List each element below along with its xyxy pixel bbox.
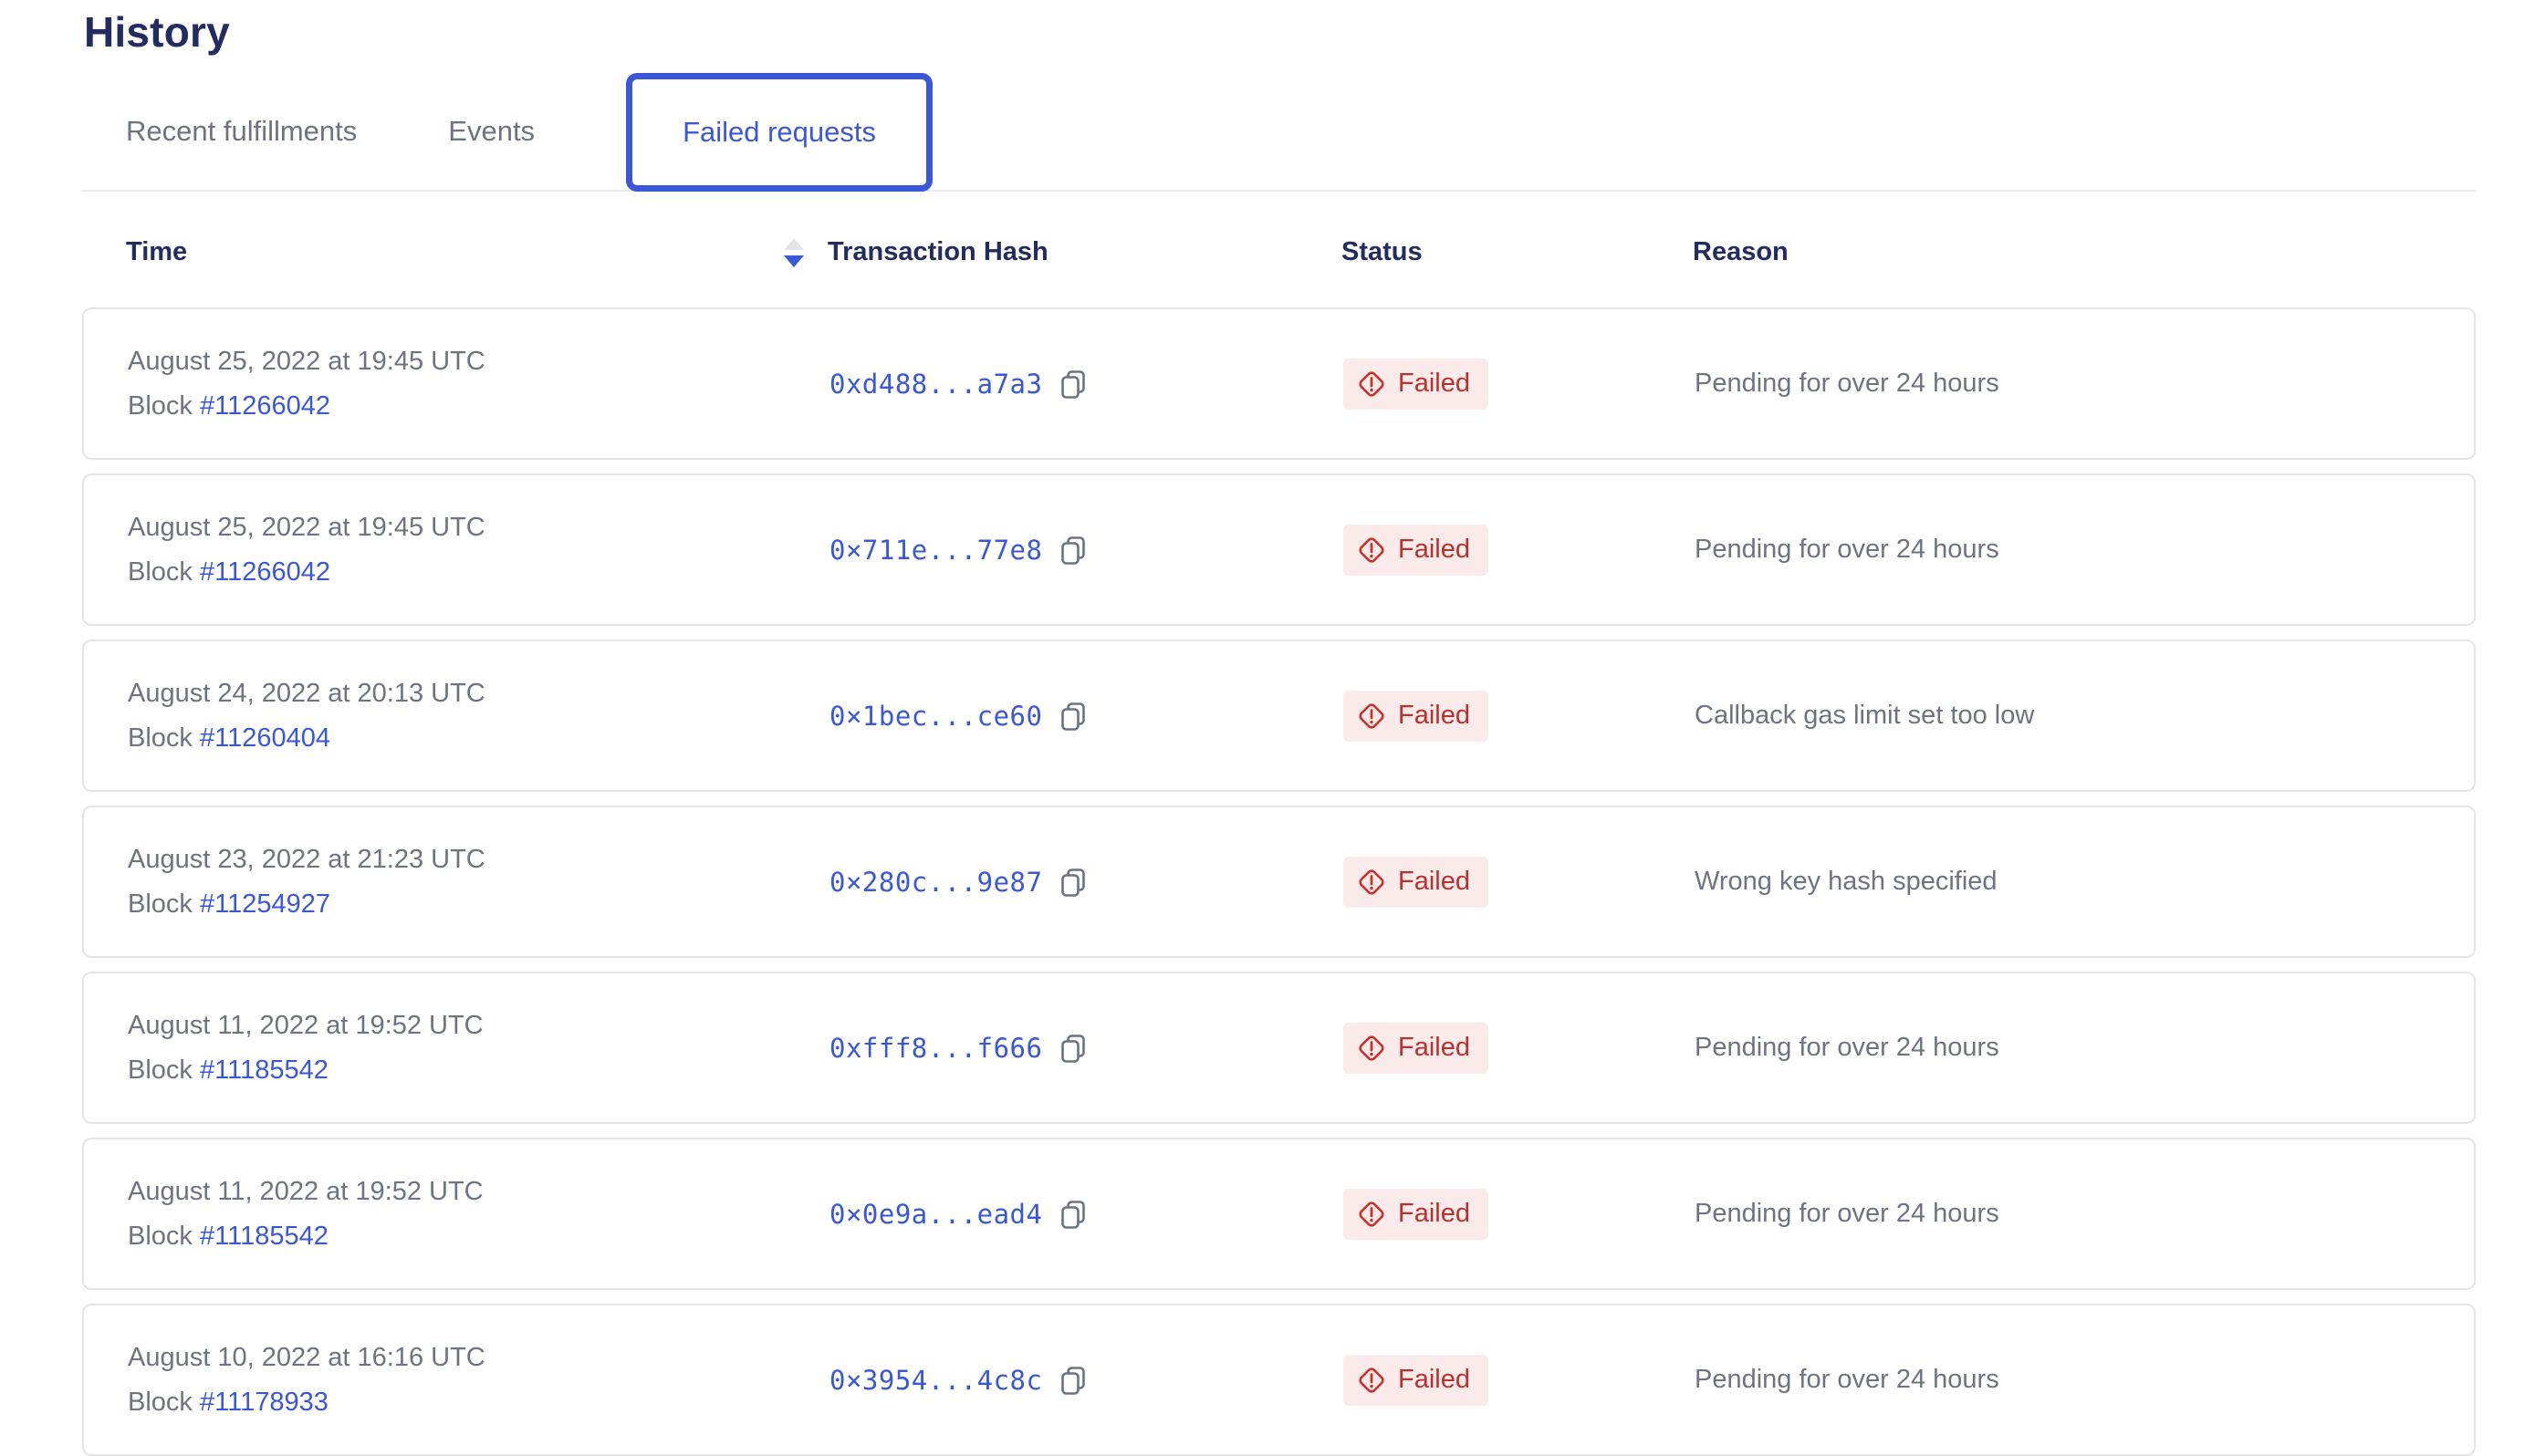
table-header: Time Transaction Hash Status Reason	[82, 192, 2476, 307]
block-number-link[interactable]: #11185542	[199, 1055, 329, 1085]
row-timestamp: August 11, 2022 at 19:52 UTC	[128, 1010, 484, 1040]
block-label: Block	[128, 556, 193, 587]
status-badge-label: Failed	[1398, 535, 1470, 564]
tab-bar: Recent fulfillments Events Failed reques…	[82, 73, 2476, 192]
row-reason: Pending for over 24 hours	[1695, 1033, 1999, 1062]
row-reason: Pending for over 24 hours	[1695, 535, 1999, 564]
table-row: August 10, 2022 at 16:16 UTC Block #1117…	[82, 1304, 2476, 1456]
tab-failed-requests[interactable]: Failed requests	[626, 73, 934, 192]
transaction-hash-link[interactable]: 0×280c...9e87	[829, 866, 1043, 898]
row-timestamp: August 25, 2022 at 19:45 UTC	[128, 346, 485, 376]
failed-diamond-alert-icon	[1359, 1035, 1384, 1061]
table-row: August 11, 2022 at 19:52 UTC Block #1118…	[82, 972, 2476, 1124]
sort-descending-triangle-icon	[784, 255, 804, 267]
row-timestamp: August 10, 2022 at 16:16 UTC	[128, 1342, 485, 1372]
copy-icon[interactable]	[1057, 700, 1090, 733]
status-badge-label: Failed	[1398, 369, 1470, 398]
block-number-link[interactable]: #11266042	[199, 556, 330, 587]
failed-diamond-alert-icon	[1359, 702, 1384, 729]
failed-diamond-alert-icon	[1359, 370, 1384, 397]
transaction-hash-link[interactable]: 0×711e...77e8	[829, 534, 1043, 566]
failed-diamond-alert-icon	[1359, 1201, 1384, 1227]
failed-diamond-alert-icon	[1359, 536, 1384, 563]
status-badge: Failed	[1343, 1188, 1488, 1240]
column-header-reason: Reason	[1693, 237, 1789, 266]
status-badge: Failed	[1343, 1022, 1488, 1074]
transaction-hash-link[interactable]: 0×1bec...ce60	[829, 700, 1043, 732]
block-number-link[interactable]: #11178933	[199, 1387, 329, 1417]
block-label: Block	[128, 723, 193, 753]
column-header-status: Status	[1341, 237, 1423, 266]
copy-icon[interactable]	[1057, 368, 1090, 400]
status-badge-label: Failed	[1398, 867, 1470, 896]
tab-events[interactable]: Events	[448, 115, 536, 147]
transaction-hash-link[interactable]: 0xd488...a7a3	[829, 368, 1043, 400]
failed-diamond-alert-icon	[1359, 1367, 1384, 1393]
status-badge: Failed	[1343, 524, 1488, 576]
table-row: August 11, 2022 at 19:52 UTC Block #1118…	[82, 1138, 2476, 1290]
status-badge-label: Failed	[1398, 1365, 1470, 1394]
column-header-time: Time	[126, 237, 188, 266]
failed-diamond-alert-icon	[1359, 868, 1384, 895]
column-header-transaction-hash: Transaction Hash	[828, 237, 1048, 266]
row-reason: Callback gas limit set too low	[1695, 701, 2035, 730]
row-reason: Pending for over 24 hours	[1695, 1365, 1999, 1394]
sort-ascending-triangle-icon	[784, 237, 804, 250]
table-row: August 25, 2022 at 19:45 UTC Block #1126…	[82, 307, 2476, 460]
row-timestamp: August 11, 2022 at 19:52 UTC	[128, 1176, 484, 1206]
transaction-hash-link[interactable]: 0×0e9a...ead4	[829, 1198, 1043, 1230]
status-badge: Failed	[1343, 690, 1488, 742]
copy-icon[interactable]	[1057, 866, 1090, 899]
sort-toggle[interactable]	[784, 237, 804, 267]
status-badge-label: Failed	[1398, 701, 1470, 730]
copy-icon[interactable]	[1057, 1364, 1090, 1397]
status-badge-label: Failed	[1398, 1199, 1470, 1228]
status-badge-label: Failed	[1398, 1033, 1470, 1062]
table-row: August 23, 2022 at 21:23 UTC Block #1125…	[82, 806, 2476, 958]
block-label: Block	[128, 889, 193, 919]
block-label: Block	[128, 1387, 193, 1417]
copy-icon[interactable]	[1057, 1198, 1090, 1231]
transaction-hash-link[interactable]: 0xfff8...f666	[829, 1032, 1043, 1064]
table-body: August 25, 2022 at 19:45 UTC Block #1126…	[82, 307, 2476, 1456]
copy-icon[interactable]	[1057, 534, 1090, 567]
page-title: History	[84, 8, 230, 56]
block-number-link[interactable]: #11260404	[199, 723, 330, 753]
row-reason: Pending for over 24 hours	[1695, 369, 1999, 398]
status-badge: Failed	[1343, 856, 1488, 908]
block-label: Block	[128, 1055, 193, 1085]
block-label: Block	[128, 1221, 193, 1251]
copy-icon[interactable]	[1057, 1032, 1090, 1065]
row-timestamp: August 24, 2022 at 20:13 UTC	[128, 678, 485, 708]
table-row: August 25, 2022 at 19:45 UTC Block #1126…	[82, 473, 2476, 626]
tab-recent-fulfillments[interactable]: Recent fulfillments	[126, 115, 358, 147]
transaction-hash-link[interactable]: 0×3954...4c8c	[829, 1364, 1043, 1396]
block-label: Block	[128, 390, 193, 421]
row-reason: Wrong key hash specified	[1695, 867, 1998, 896]
table-row: August 24, 2022 at 20:13 UTC Block #1126…	[82, 640, 2476, 792]
block-number-link[interactable]: #11254927	[199, 889, 330, 919]
block-number-link[interactable]: #11185542	[199, 1221, 329, 1251]
row-reason: Pending for over 24 hours	[1695, 1199, 1999, 1228]
row-timestamp: August 23, 2022 at 21:23 UTC	[128, 844, 485, 874]
row-timestamp: August 25, 2022 at 19:45 UTC	[128, 512, 485, 542]
block-number-link[interactable]: #11266042	[199, 390, 330, 421]
status-badge: Failed	[1343, 358, 1488, 410]
status-badge: Failed	[1343, 1354, 1488, 1406]
